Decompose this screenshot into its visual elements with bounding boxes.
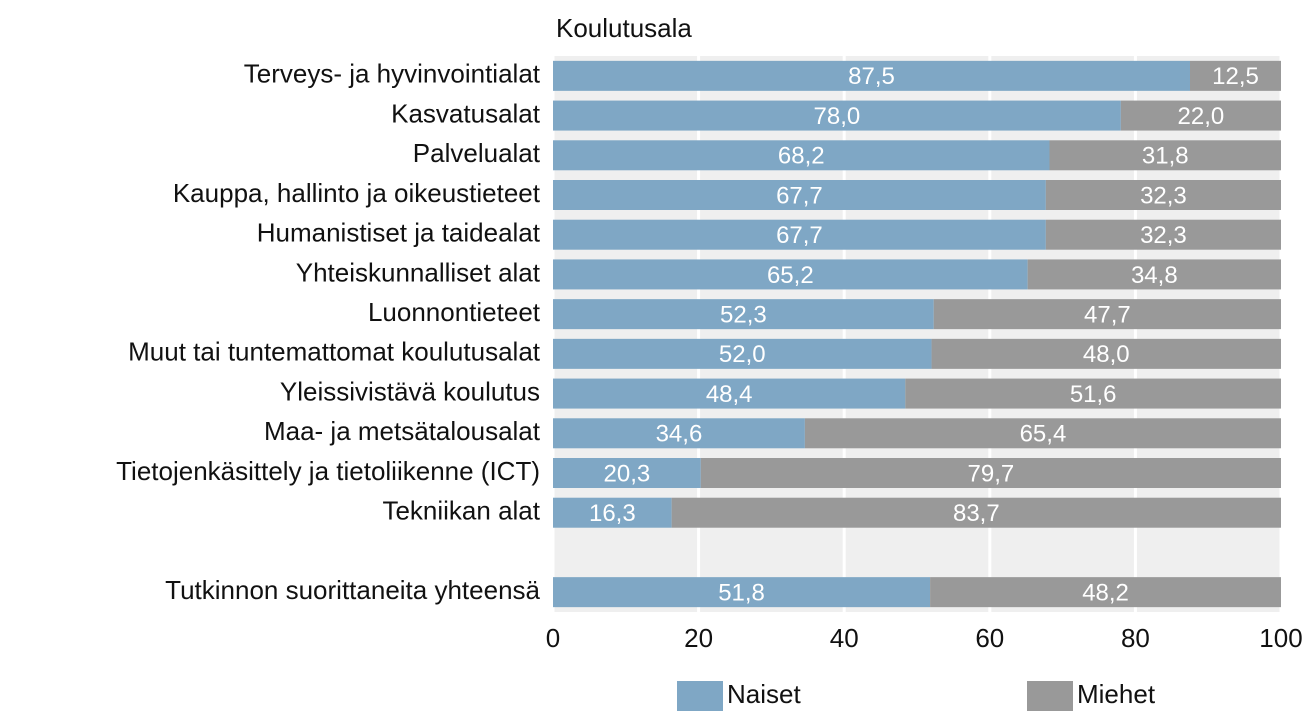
category-label: Maa- ja metsätalousalat	[264, 416, 541, 446]
bar-segment	[905, 378, 1281, 409]
value-label: 67,7	[776, 182, 823, 209]
bar-segment	[700, 458, 1281, 488]
chart-title: Koulutusala	[556, 13, 692, 43]
category-label: Yhteiskunnalliset alat	[296, 257, 541, 287]
category-label: Muut tai tuntemattomat koulutusalat	[128, 337, 541, 367]
value-label: 34,6	[656, 421, 703, 448]
bar-segment	[931, 338, 1281, 369]
bar-segment	[553, 497, 672, 528]
value-label: 78,0	[814, 103, 861, 130]
value-label: 34,8	[1131, 262, 1178, 289]
value-label: 87,5	[848, 63, 895, 90]
bar-segment	[553, 458, 701, 488]
value-label: 48,0	[1083, 341, 1130, 368]
bar-segment	[553, 180, 1046, 210]
x-tick-label: 20	[684, 623, 713, 653]
bar-segment	[1045, 219, 1281, 250]
value-label: 52,0	[719, 341, 766, 368]
value-label: 65,4	[1020, 421, 1067, 448]
value-label: 79,7	[968, 460, 1015, 487]
value-label: 32,3	[1140, 222, 1187, 249]
plot-background	[553, 56, 1281, 612]
bar-segment	[1027, 259, 1281, 290]
value-label: 22,0	[1178, 103, 1225, 130]
bar-segment	[553, 338, 932, 369]
category-label: Tekniikan alat	[382, 496, 540, 526]
legend-swatch	[677, 681, 723, 711]
bar-segment	[1190, 60, 1281, 91]
category-label: Tietojenkäsittely ja tietoliikenne (ICT)	[116, 456, 540, 486]
value-label: 67,7	[776, 222, 823, 249]
category-label: Luonnontieteet	[368, 297, 541, 327]
x-tick-label: 0	[546, 623, 560, 653]
category-label: Terveys- ja hyvinvointialat	[244, 59, 541, 89]
bar-segment	[1049, 140, 1281, 171]
bar-segment	[671, 497, 1281, 528]
value-label: 51,8	[718, 579, 765, 606]
bar-segment	[553, 577, 931, 608]
x-tick-label: 100	[1259, 623, 1302, 653]
x-tick-label: 60	[975, 623, 1004, 653]
bar-segment	[804, 418, 1281, 449]
bar-segment	[553, 299, 934, 330]
legend-label: Miehet	[1077, 679, 1156, 709]
value-label: 51,6	[1070, 381, 1117, 408]
bar-segment	[1120, 100, 1281, 131]
bar-segment	[930, 577, 1281, 608]
value-label: 32,3	[1140, 182, 1187, 209]
bar-segment	[1045, 180, 1281, 210]
value-label: 12,5	[1212, 63, 1259, 90]
legend-swatch	[1027, 681, 1073, 711]
value-label: 48,4	[706, 381, 753, 408]
value-label: 52,3	[720, 301, 767, 328]
value-label: 65,2	[767, 262, 814, 289]
bar-segment	[553, 418, 805, 449]
bar-segment	[553, 378, 906, 409]
value-label: 31,8	[1142, 143, 1189, 170]
value-label: 16,3	[589, 500, 636, 527]
legend-label: Naiset	[727, 679, 801, 709]
x-tick-label: 40	[830, 623, 859, 653]
value-label: 20,3	[604, 460, 651, 487]
bar-segment	[553, 219, 1046, 250]
category-label: Tutkinnon suorittaneita yhteensä	[165, 575, 540, 605]
category-label: Yleissivistävä koulutus	[280, 376, 540, 406]
category-label: Palvelualat	[413, 138, 541, 168]
value-label: 47,7	[1084, 301, 1131, 328]
x-tick-label: 80	[1121, 623, 1150, 653]
value-label: 83,7	[953, 500, 1000, 527]
value-label: 48,2	[1082, 579, 1129, 606]
bar-segment	[553, 140, 1050, 171]
bar-segment	[933, 299, 1281, 330]
value-label: 68,2	[778, 143, 825, 170]
bar-segment	[553, 100, 1121, 131]
category-label: Kasvatusalat	[391, 98, 541, 128]
category-label: Kauppa, hallinto ja oikeustieteet	[173, 178, 541, 208]
bar-segment	[553, 259, 1028, 290]
category-label: Humanistiset ja taidealat	[257, 218, 541, 248]
bar-segment	[553, 60, 1190, 91]
